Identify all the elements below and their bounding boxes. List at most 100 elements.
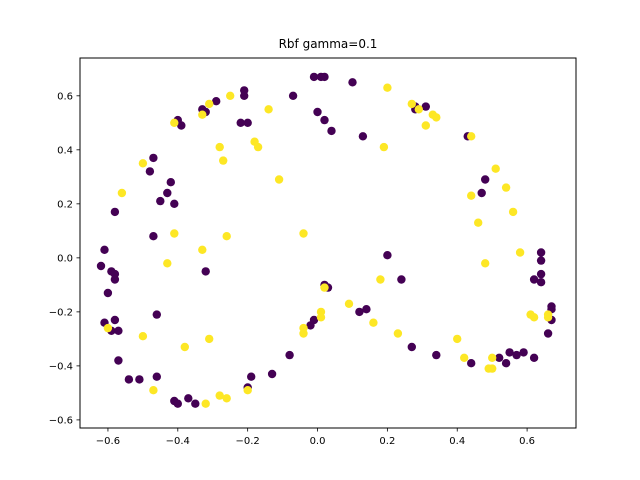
- x-tick-label: 0.2: [379, 436, 395, 447]
- scatter-point-class-1: [376, 275, 385, 284]
- scatter-point-class-0: [96, 261, 106, 271]
- scatter-point-class-0: [201, 267, 210, 276]
- scatter-point-class-0: [166, 178, 175, 187]
- scatter-point-class-0: [191, 399, 200, 408]
- scatter-point-class-0: [170, 199, 179, 208]
- scatter-point-class-1: [460, 353, 469, 362]
- scatter-point-class-1: [170, 229, 179, 238]
- scatter-point-class-1: [421, 121, 430, 130]
- scatter-point-class-0: [467, 359, 476, 368]
- scatter-point-class-0: [355, 307, 364, 317]
- scatter-point-class-0: [383, 251, 392, 260]
- scatter-point-class-1: [467, 132, 476, 141]
- scatter-point-class-1: [274, 175, 284, 184]
- scatter-point-class-1: [215, 391, 224, 400]
- scatter-point-class-0: [285, 350, 294, 360]
- scatter-point-class-1: [117, 188, 127, 198]
- scatter-point-class-0: [529, 353, 539, 362]
- scatter-point-class-1: [515, 248, 525, 257]
- scatter-point-class-1: [264, 105, 273, 114]
- scatter-point-class-0: [135, 375, 144, 384]
- scatter-point-class-1: [414, 105, 423, 114]
- y-tick-label: 0.4: [57, 145, 73, 156]
- scatter-point-class-0: [288, 91, 298, 101]
- scatter-point-class-1: [488, 364, 497, 373]
- scatter-point-class-1: [488, 353, 497, 362]
- scatter-point-class-0: [184, 394, 193, 403]
- scatter-point-class-1: [226, 91, 235, 101]
- scatter-point-class-0: [313, 107, 322, 117]
- y-tick-label: 0.0: [57, 253, 73, 264]
- scatter-point-class-0: [536, 248, 546, 257]
- scatter-point-class-1: [219, 156, 228, 165]
- scatter-point-class-0: [163, 188, 172, 198]
- scatter-point-class-0: [519, 348, 528, 357]
- y-tick-label: 0.2: [57, 199, 73, 210]
- y-tick-label: −0.2: [49, 307, 73, 318]
- scatter-point-class-1: [320, 283, 329, 292]
- scatter-point-class-0: [110, 315, 120, 325]
- scatter-point-class-0: [156, 196, 165, 206]
- scatter-point-class-1: [393, 329, 403, 338]
- scatter-point-class-0: [362, 305, 371, 314]
- scatter-point-class-0: [243, 118, 252, 128]
- y-tick-label: −0.6: [49, 415, 73, 426]
- scatter-point-class-1: [467, 191, 476, 200]
- scatter-point-class-0: [529, 275, 539, 284]
- x-tick-label: 0.0: [310, 436, 326, 447]
- scatter-point-class-0: [536, 269, 546, 279]
- x-tick-label: −0.2: [236, 436, 260, 447]
- scatter-point-class-0: [177, 121, 186, 130]
- scatter-point-class-1: [407, 99, 416, 109]
- scatter-point-class-0: [536, 278, 546, 287]
- scatter-point-class-0: [397, 275, 406, 284]
- scatter-point-class-0: [327, 126, 336, 136]
- scatter-point-class-0: [481, 175, 490, 184]
- scatter-point-class-1: [383, 83, 392, 92]
- scatter-point-class-0: [152, 372, 161, 381]
- scatter-point-class-0: [505, 348, 514, 357]
- points-layer: [96, 72, 556, 408]
- scatter-point-class-1: [138, 332, 148, 341]
- scatter-point-class-0: [149, 153, 158, 163]
- scatter-point-class-1: [316, 313, 326, 322]
- scatter-point-class-0: [152, 310, 161, 319]
- scatter-point-class-0: [432, 350, 441, 360]
- scatter-point-class-0: [495, 353, 504, 362]
- x-tick-label: 0.4: [449, 436, 465, 447]
- scatter-point-class-0: [309, 315, 319, 325]
- scatter-point-class-1: [222, 394, 231, 403]
- scatter-point-class-1: [205, 334, 214, 344]
- scatter-point-class-0: [267, 369, 277, 379]
- scatter-point-class-0: [145, 167, 155, 176]
- scatter-point-class-0: [320, 72, 329, 82]
- scatter-point-class-1: [432, 113, 441, 122]
- scatter-point-class-1: [453, 334, 462, 344]
- scatter-point-class-1: [543, 313, 553, 322]
- scatter-point-class-1: [198, 110, 207, 119]
- scatter-point-class-1: [201, 399, 210, 408]
- scatter-point-class-1: [163, 259, 172, 268]
- scatter-point-class-1: [250, 137, 259, 146]
- scatter-point-class-0: [110, 207, 120, 217]
- scatter-point-class-1: [138, 159, 148, 168]
- scatter-point-class-1: [198, 245, 207, 254]
- scatter-point-class-1: [529, 313, 539, 322]
- scatter-point-class-1: [103, 323, 113, 333]
- scatter-point-class-1: [180, 342, 189, 352]
- scatter-point-class-1: [474, 218, 483, 227]
- scatter-point-class-1: [369, 318, 378, 327]
- scatter-point-class-1: [344, 299, 354, 308]
- scatter-point-class-0: [240, 91, 249, 101]
- scatter-point-class-0: [173, 399, 182, 408]
- scatter-point-class-0: [320, 115, 329, 125]
- scatter-point-class-0: [114, 326, 123, 335]
- scatter-point-class-1: [379, 142, 389, 152]
- scatter-point-class-0: [348, 78, 357, 87]
- scatter-point-class-0: [247, 372, 256, 381]
- scatter-point-class-0: [124, 375, 134, 384]
- scatter-point-class-0: [236, 118, 245, 128]
- scatter-point-class-1: [501, 183, 511, 192]
